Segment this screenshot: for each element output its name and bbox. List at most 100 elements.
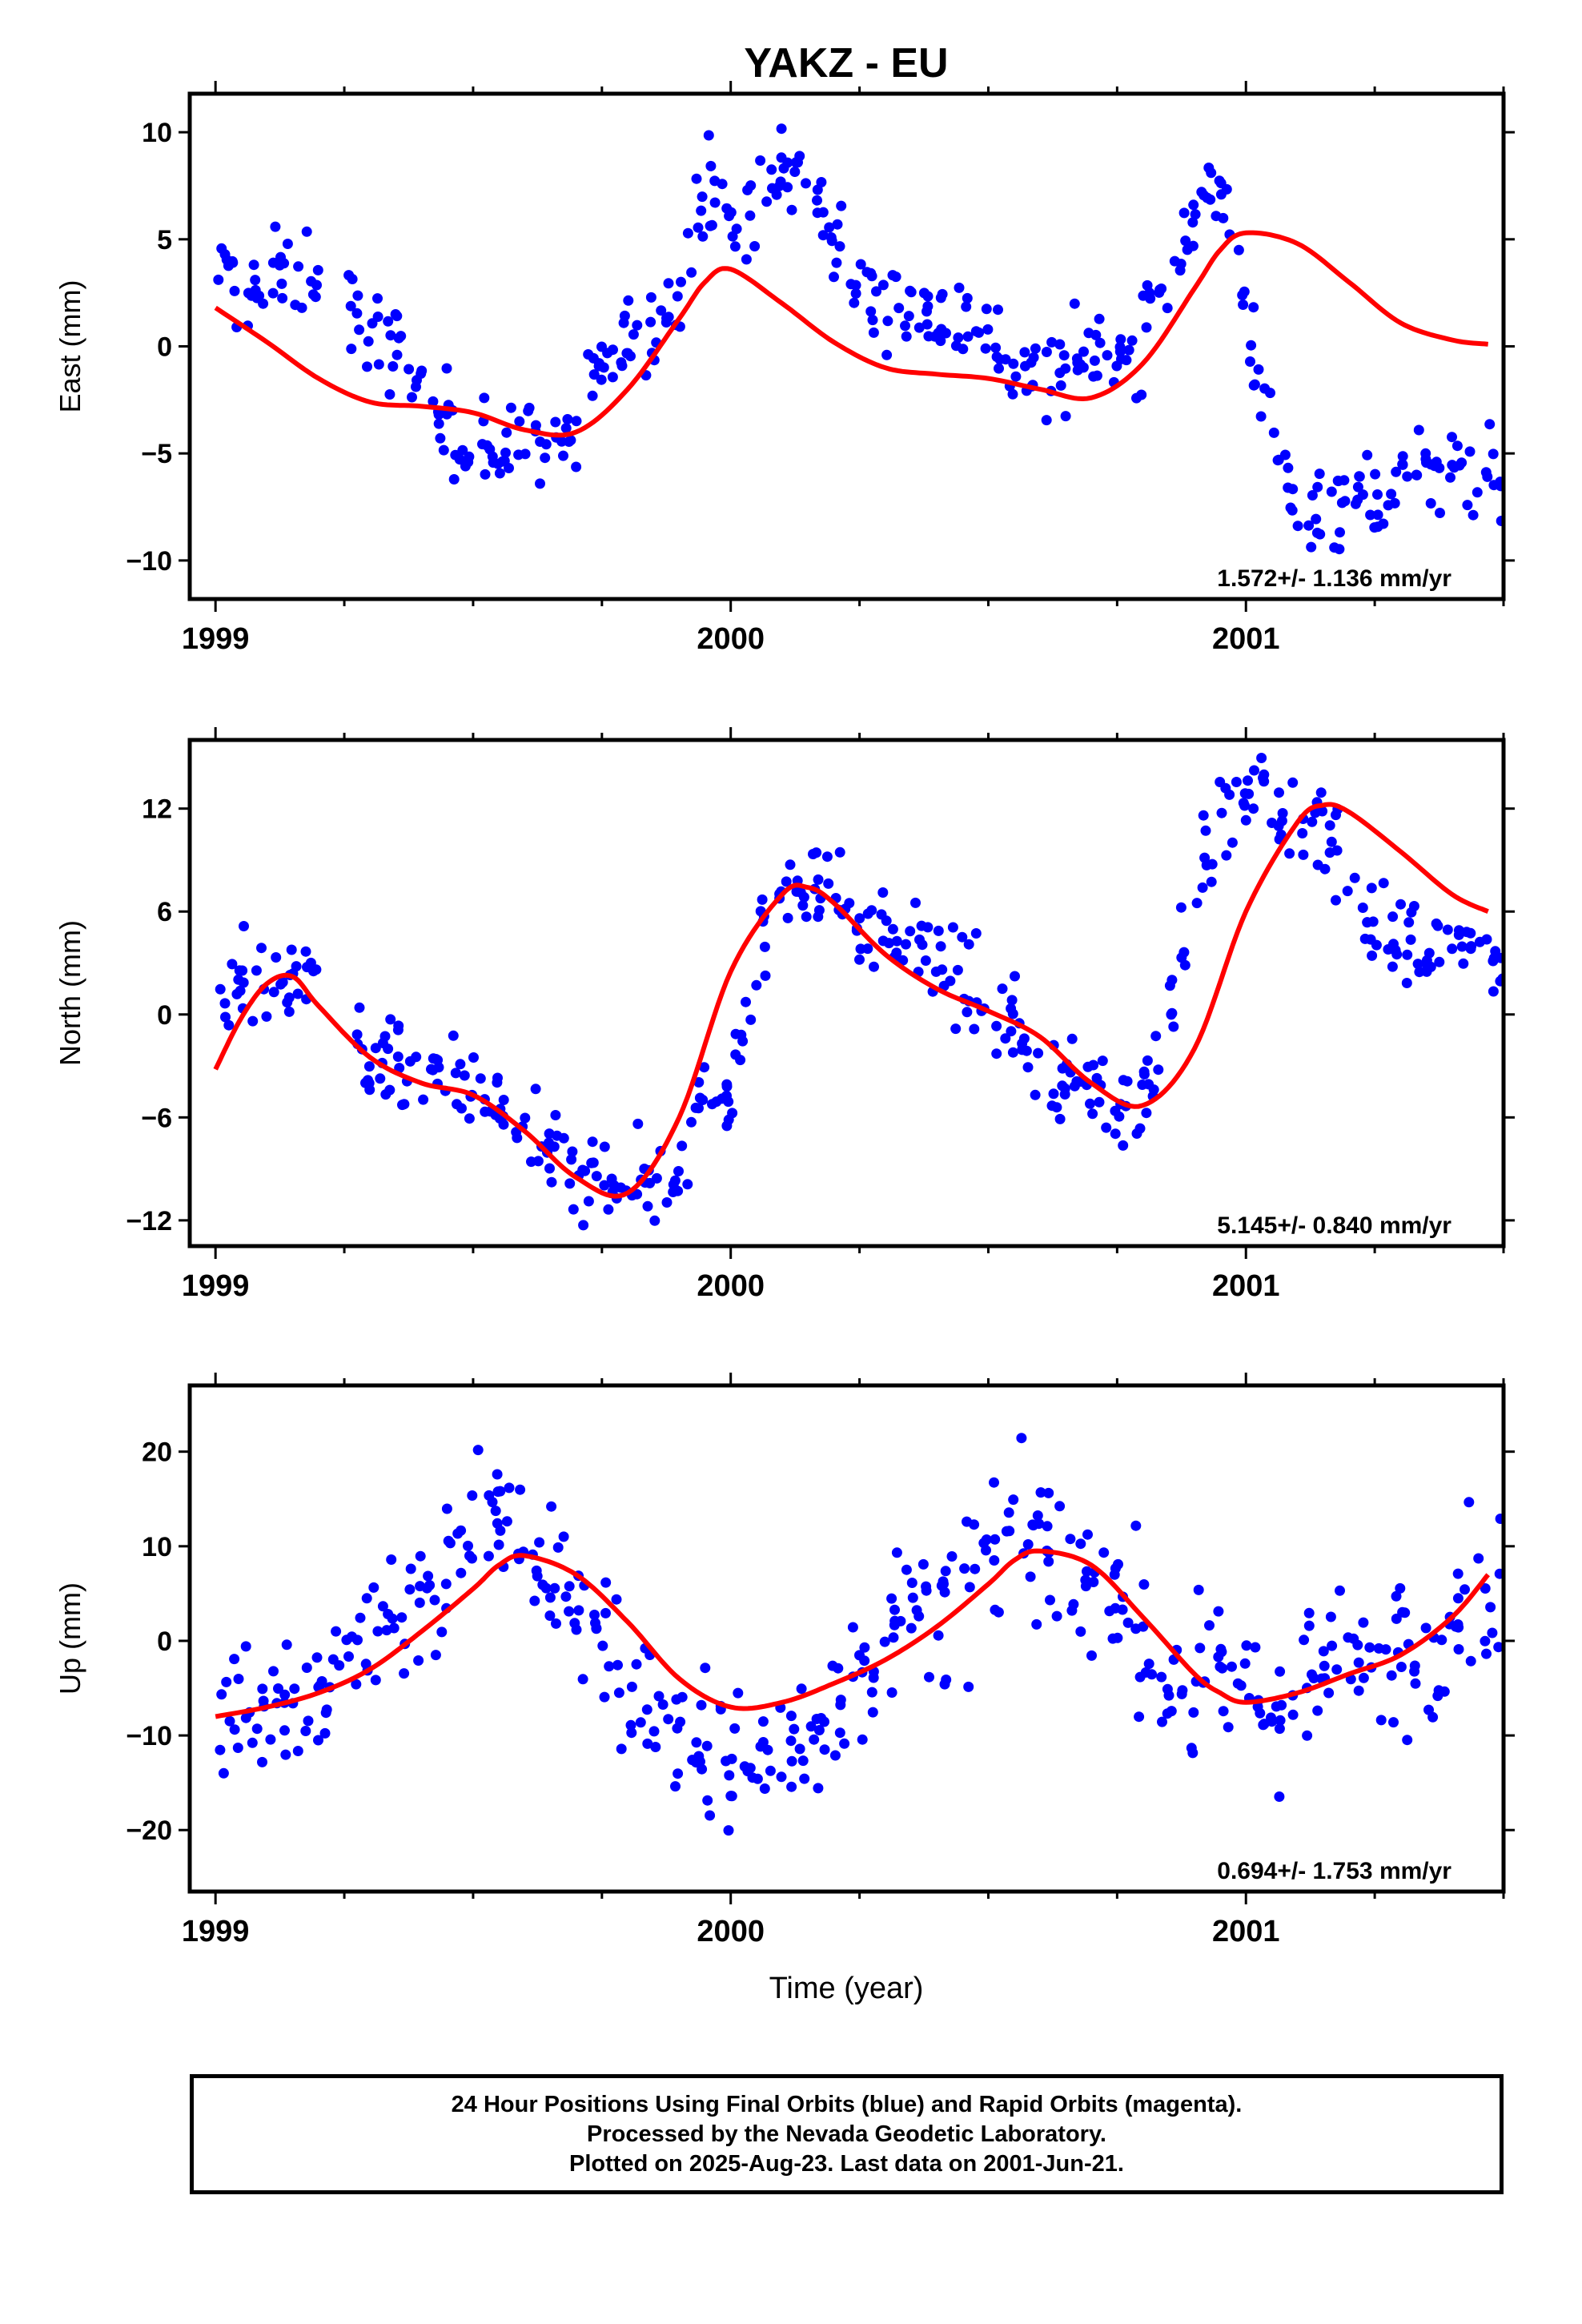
up-data-point — [745, 1763, 756, 1774]
east-data-point — [556, 436, 568, 447]
north-data-point — [231, 988, 243, 999]
east-data-point — [890, 271, 901, 283]
north-data-point — [1359, 933, 1371, 944]
up-data-point — [701, 1740, 713, 1751]
east-data-point — [923, 331, 934, 342]
up-data-point — [1464, 1497, 1475, 1508]
up-data-point — [648, 1726, 660, 1737]
up-data-point — [819, 1744, 830, 1755]
east-data-point — [789, 167, 801, 177]
north-data-point — [219, 998, 231, 1009]
up-data-point — [1043, 1487, 1054, 1498]
up-data-point — [1065, 1534, 1076, 1545]
east-data-point — [1178, 207, 1190, 219]
up-data-point — [1453, 1622, 1464, 1633]
north-data-point — [1150, 1031, 1162, 1042]
north-data-point — [251, 965, 262, 976]
up-data-point — [696, 1699, 707, 1711]
north-data-point — [785, 859, 796, 870]
up-data-point — [970, 1563, 981, 1574]
caption-line-2: Processed by the Nevada Geodetic Laborat… — [587, 2121, 1106, 2147]
north-data-point — [1466, 941, 1477, 952]
east-data-point — [530, 420, 541, 431]
east-data-point — [1283, 462, 1294, 473]
up-data-point — [809, 1734, 820, 1745]
up-data-point — [1307, 1669, 1317, 1680]
up-data-point — [1274, 1791, 1285, 1802]
up-data-point — [534, 1537, 545, 1548]
east-data-point — [1072, 364, 1083, 376]
north-data-point — [887, 923, 898, 935]
east-data-point — [535, 478, 545, 489]
north-data-point — [891, 947, 902, 959]
up-data-point — [456, 1567, 467, 1578]
east-data-point — [881, 349, 893, 360]
east-data-point — [953, 332, 964, 344]
up-data-point — [786, 1781, 797, 1792]
up-data-point — [224, 1715, 235, 1727]
east-data-point — [850, 288, 861, 299]
up-data-point — [657, 1699, 669, 1710]
east-data-point — [1089, 355, 1100, 366]
east-data-point — [250, 284, 261, 296]
east-y-axis-label: East (mm) — [54, 280, 86, 413]
up-data-point — [232, 1743, 243, 1753]
east-data-point — [558, 450, 568, 461]
up-data-point — [218, 1767, 229, 1779]
up-data-point — [1287, 1709, 1299, 1720]
east-data-point — [367, 318, 378, 329]
up-data-point — [1140, 1667, 1151, 1678]
east-data-point — [1008, 358, 1019, 369]
north-data-point — [813, 911, 824, 923]
up-data-point — [386, 1554, 397, 1565]
east-data-point — [1055, 380, 1066, 391]
east-data-point — [982, 324, 994, 335]
up-data-point — [413, 1655, 424, 1666]
north-data-point — [311, 964, 322, 975]
up-data-point — [1480, 1635, 1491, 1647]
east-data-point — [849, 297, 860, 308]
north-data-point — [741, 996, 751, 1007]
up-data-point — [859, 1655, 870, 1667]
up-data-point — [544, 1592, 556, 1603]
east-data-point — [1253, 364, 1264, 375]
east-data-point — [293, 261, 304, 272]
north-data-point — [1243, 788, 1255, 799]
east-data-point — [1397, 459, 1408, 470]
up-data-point — [1130, 1520, 1142, 1531]
up-data-point — [1193, 1584, 1204, 1595]
up-data-point — [1318, 1646, 1329, 1657]
east-data-point — [290, 300, 301, 311]
up-data-point — [441, 1503, 452, 1514]
east-data-point — [913, 322, 925, 333]
north-data-point — [1342, 886, 1353, 897]
east-data-point — [1196, 187, 1207, 198]
north-data-point — [564, 1178, 576, 1189]
up-data-point — [546, 1501, 557, 1512]
north-data-point — [1298, 849, 1309, 860]
east-data-point — [1445, 472, 1456, 483]
east-data-point — [1041, 347, 1052, 357]
east-data-point — [1303, 520, 1315, 531]
up-data-point — [456, 1525, 467, 1536]
east-data-point — [540, 439, 552, 450]
up-data-point — [1255, 1707, 1266, 1719]
north-data-point — [1297, 828, 1308, 838]
up-data-point — [501, 1516, 512, 1527]
east-data-point — [396, 331, 407, 342]
east-data-point — [616, 360, 628, 372]
east-data-point — [1292, 521, 1303, 532]
east-data-point — [608, 344, 618, 356]
east-data-point — [786, 204, 797, 215]
up-data-point — [233, 1674, 244, 1684]
north-data-point — [1402, 949, 1413, 960]
east-data-point — [428, 396, 439, 407]
north-data-point — [450, 1068, 461, 1079]
up-data-point — [1395, 1582, 1406, 1594]
north-data-point — [781, 876, 792, 887]
north-data-point — [877, 887, 889, 898]
up-data-point — [981, 1534, 992, 1545]
north-x-tick-label: 2000 — [697, 1269, 765, 1303]
north-data-point — [891, 935, 902, 947]
north-data-point — [798, 891, 809, 903]
